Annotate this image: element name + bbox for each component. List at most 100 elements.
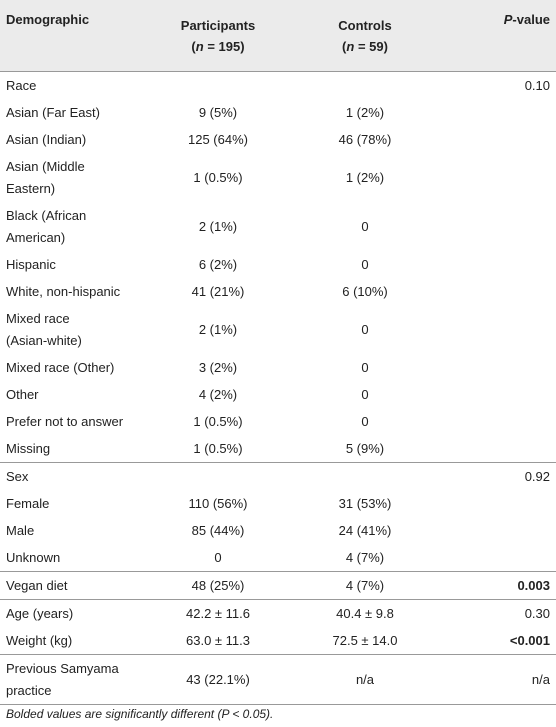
table-cell: 125 (64%) (188, 131, 248, 147)
table-row: Asian (Indian) 125 (64%) 46 (78%) (0, 126, 556, 153)
header-cell: P-value (459, 0, 556, 72)
table-cell: Asian (Middle Eastern) (6, 158, 85, 196)
table-cell: 0 (361, 321, 369, 337)
table-row: Asian (Middle Eastern) 1 (0.5%) 1 (2%) (0, 153, 556, 202)
table-row: Sex 0.92 (0, 462, 556, 490)
table-cell: Other (6, 386, 39, 402)
table-cell: 4 (7%) (345, 549, 385, 565)
table-row: Mixed race (Asian-white) 2 (1%) 0 (0, 305, 556, 354)
table-cell: White, non-hispanic (6, 283, 121, 299)
table-cell: 4 (2%) (198, 386, 238, 402)
table-cell (459, 354, 556, 381)
table-cell: 43 (22.1%) (165, 654, 271, 705)
table-cell: 0.003 (459, 571, 556, 600)
table-cell: 0 (361, 386, 369, 402)
table-cell: 41 (21%) (191, 283, 245, 299)
header-text: Controls (338, 17, 392, 33)
table-cell: n/a (271, 654, 459, 705)
table-cell: 0 (361, 413, 369, 429)
header-text: ( (342, 38, 347, 54)
table-row: Missing 1 (0.5%) 5 (9%) (0, 435, 556, 463)
table-cell (165, 462, 271, 490)
table-row: Race 0.10 (0, 71, 556, 99)
table-cell (459, 251, 556, 278)
table-cell: 31 (53%) (338, 495, 392, 511)
footnote: Bolded values are significantly differen… (6, 707, 274, 721)
table-cell: Mixed race (Asian-white) (6, 310, 82, 348)
table-cell: Sex (0, 462, 165, 490)
table-cell (459, 381, 556, 408)
table-row: White, non-hispanic 41 (21%) 6 (10%) (0, 278, 556, 305)
table-cell: Asian (Far East) (6, 104, 100, 120)
table-cell: 46 (78%) (338, 131, 392, 147)
table-cell: 72.5 ± 14.0 (332, 632, 398, 648)
header-cell: Controls (n = 59) (271, 0, 459, 72)
table-cell: Hispanic (6, 256, 56, 272)
table-cell: Vegan diet (0, 571, 165, 600)
table-cell: 0.92 (459, 462, 556, 490)
table-row: Previous Samyama practice 43 (22.1%) n/a n/… (0, 654, 556, 705)
table-cell: Unknown (6, 549, 61, 565)
table-row: Asian (Far East) 9 (5%) 1 (2%) (0, 99, 556, 126)
table-cell (459, 305, 556, 354)
table-row: Vegan diet 48 (25%) 4 (7%) 0.003 (0, 571, 556, 600)
table-cell (459, 544, 556, 572)
header-row: Demographic Participants (n = 195) Contro… (0, 0, 556, 72)
table-row: Prefer not to answer 1 (0.5%) 0 (0, 408, 556, 435)
table-cell: 110 (56%) (188, 495, 248, 511)
table-cell: Weight (kg) (6, 632, 73, 648)
table-header: Demographic Participants (n = 195) Contro… (0, 0, 556, 72)
table-cell (459, 202, 556, 251)
table-row: Age (years) 42.2 ± 11.6 40.4 ± 9.8 0.30 (0, 599, 556, 627)
table-cell (459, 490, 556, 517)
table-cell: Missing (6, 440, 51, 456)
table-cell: 5 (9%) (345, 440, 385, 456)
table-cell: 63.0 ± 11.3 (186, 632, 250, 648)
table-cell: 0 (361, 218, 369, 234)
table-cell: 2 (1%) (198, 218, 238, 234)
table-cell: Male (6, 522, 35, 538)
table-row: Weight (kg) 63.0 ± 11.3 72.5 ± 14.0 <0.001 (0, 627, 556, 655)
table-row: Male 85 (44%) 24 (41%) (0, 517, 556, 544)
table-cell (459, 408, 556, 435)
header-text: = 59) (354, 38, 388, 54)
header-cell: Demographic (0, 0, 165, 72)
table-cell: n/a (459, 654, 556, 705)
table-cell: 3 (2%) (198, 359, 238, 375)
table-cell: Previous Samyama practice (0, 654, 165, 705)
header-text: -value (512, 12, 550, 27)
table-cell: Age (years) (0, 599, 165, 627)
table-cell: 0 (361, 256, 369, 272)
table-cell: Prefer not to answer (6, 413, 124, 429)
table-cell: 6 (10%) (342, 283, 388, 299)
table-cell: 1 (2%) (345, 169, 385, 185)
header-text: n (346, 38, 355, 54)
table-cell: 85 (44%) (191, 522, 245, 538)
table-cell (459, 278, 556, 305)
demographics-table: Demographic Participants (n = 195) Contro… (0, 0, 556, 705)
table-cell: 24 (41%) (338, 522, 392, 538)
table-cell: 2 (1%) (198, 321, 238, 337)
table-row: Unknown 0 4 (7%) (0, 544, 556, 572)
table-cell: <0.001 (509, 632, 550, 648)
table-row: Hispanic 6 (2%) 0 (0, 251, 556, 278)
table-row: Mixed race (Other) 3 (2%) 0 (0, 354, 556, 381)
table-cell: 1 (0.5%) (193, 413, 243, 429)
header-text: P (503, 12, 513, 27)
table-cell: 1 (0.5%) (193, 169, 243, 185)
table-row: Female 110 (56%) 31 (53%) (0, 490, 556, 517)
header-text: n (195, 38, 204, 54)
table-row: Black (African American) 2 (1%) 0 (0, 202, 556, 251)
table-cell: Asian (Indian) (6, 131, 87, 147)
table-cell: Black (African American) (6, 207, 87, 245)
table-cell: 0 (214, 549, 222, 565)
table-body: Race 0.10 Asian (Far East) 9 (5%) 1 (2%) Asia… (0, 71, 556, 705)
table-cell (271, 462, 459, 490)
header-text: Demographic (6, 12, 90, 27)
table-cell: Race (0, 71, 165, 99)
table-row: Other 4 (2%) 0 (0, 381, 556, 408)
header-text: Participants (180, 17, 256, 33)
table-cell: 9 (5%) (198, 104, 238, 120)
table-cell: 4 (7%) (271, 571, 459, 600)
